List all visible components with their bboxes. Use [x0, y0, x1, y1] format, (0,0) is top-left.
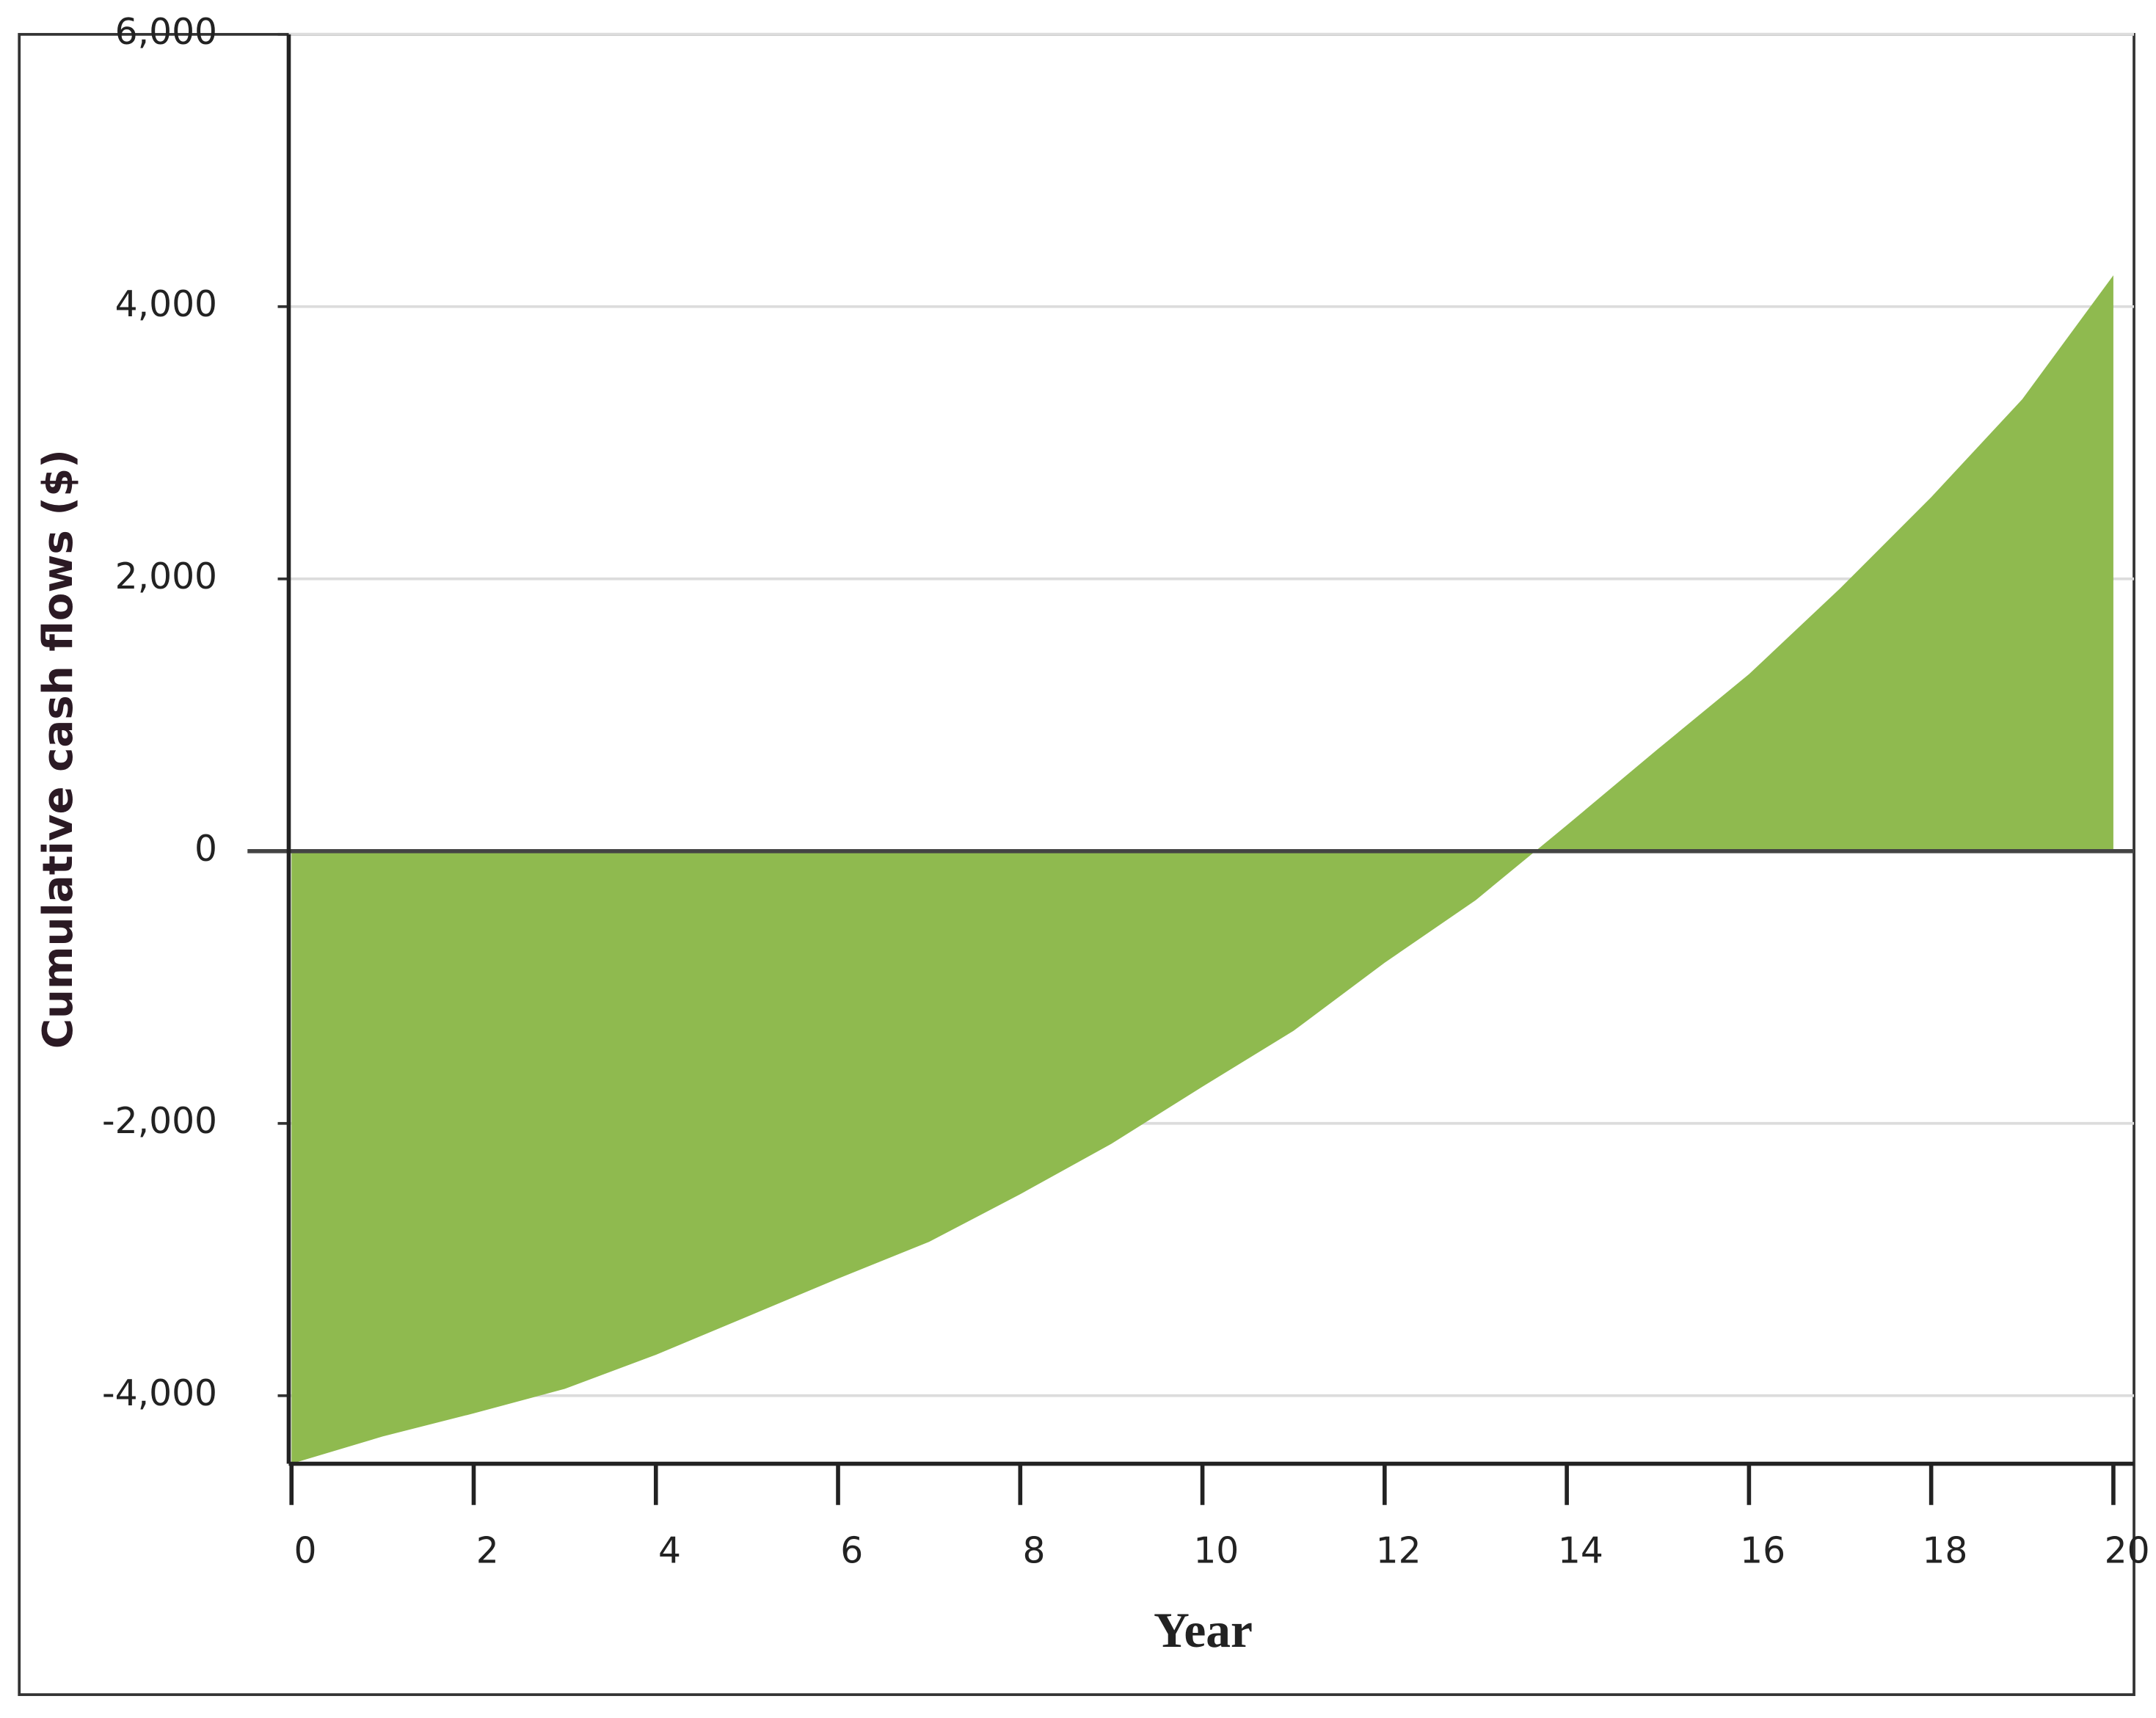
x-tick-label: 8	[1023, 1530, 1046, 1571]
y-tick-label: 4,000	[115, 284, 217, 325]
x-tick-label: 2	[476, 1530, 499, 1571]
y-axis-title: Cumulative cash flows ($)	[34, 449, 82, 1049]
y-tick-label: -2,000	[102, 1101, 217, 1142]
x-tick-label: 10	[1193, 1530, 1239, 1571]
x-tick-label: 20	[2105, 1530, 2150, 1571]
y-tick-label: 0	[194, 829, 217, 870]
y-tick-label: 6,000	[115, 12, 217, 53]
x-tick-label: 18	[1922, 1530, 1967, 1571]
x-tick-label: 0	[294, 1530, 316, 1571]
x-tick-label: 16	[1740, 1530, 1785, 1571]
area	[291, 275, 2113, 1464]
x-tick-label: 6	[840, 1530, 863, 1571]
y-tick-label: -4,000	[102, 1373, 217, 1414]
x-tick-label: 12	[1376, 1530, 1421, 1571]
x-axis-title: Year	[1154, 1603, 1253, 1658]
x-tick-label: 4	[658, 1530, 681, 1571]
y-tick-label: 2,000	[115, 556, 217, 597]
x-tick-label: 14	[1558, 1530, 1603, 1571]
